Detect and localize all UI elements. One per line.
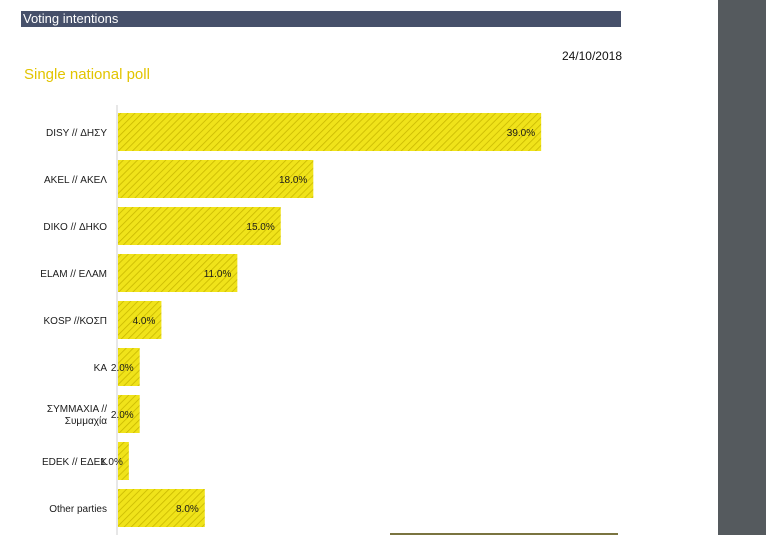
bar-7 <box>118 442 129 480</box>
value-label-2: 15.0% <box>246 222 274 233</box>
bar-3 <box>118 254 238 292</box>
category-label-0: DISY // ΔΗΣΥ <box>46 128 107 139</box>
bar-6 <box>118 395 140 433</box>
value-label-1: 18.0% <box>279 175 307 186</box>
value-label-3: 11.0% <box>204 269 232 280</box>
bar-2 <box>118 207 281 245</box>
side-panel <box>718 0 766 535</box>
value-label-5: 2.0% <box>111 363 134 374</box>
header-title: Voting intentions <box>23 11 119 26</box>
bar-8 <box>118 489 205 527</box>
value-label-4: 4.0% <box>133 316 156 327</box>
category-label-8: Other parties <box>49 504 107 515</box>
bar-0 <box>118 113 542 151</box>
category-label-5: ΚΑ <box>94 363 108 374</box>
category-label-4: KOSP //ΚΟΣΠ <box>44 316 108 327</box>
value-label-6: 2.0% <box>111 410 134 421</box>
category-label-7: EDEK // ΕΔΕΚ <box>42 457 107 468</box>
category-label-3: ELAM // ΕΛΑΜ <box>40 269 107 280</box>
category-label-2: DIKO // ΔΗΚΟ <box>43 222 107 233</box>
category-label-1: AKEL // ΑΚΕΛ <box>44 175 107 186</box>
value-label-7: 1.0% <box>100 457 123 468</box>
header-bar: Voting intentions <box>21 11 621 27</box>
footer-divider <box>390 533 618 535</box>
chart-subtitle: Single national poll <box>24 66 150 83</box>
bar-1 <box>118 160 314 198</box>
poll-date: 24/10/2018 <box>561 49 622 63</box>
bar-5 <box>118 348 140 386</box>
bar-4 <box>118 301 162 339</box>
value-label-0: 39.0% <box>507 128 535 139</box>
value-label-8: 8.0% <box>176 504 199 515</box>
category-label-6: ΣΥΜΜΑΧΙΑ //Συμμαχία <box>47 404 107 427</box>
